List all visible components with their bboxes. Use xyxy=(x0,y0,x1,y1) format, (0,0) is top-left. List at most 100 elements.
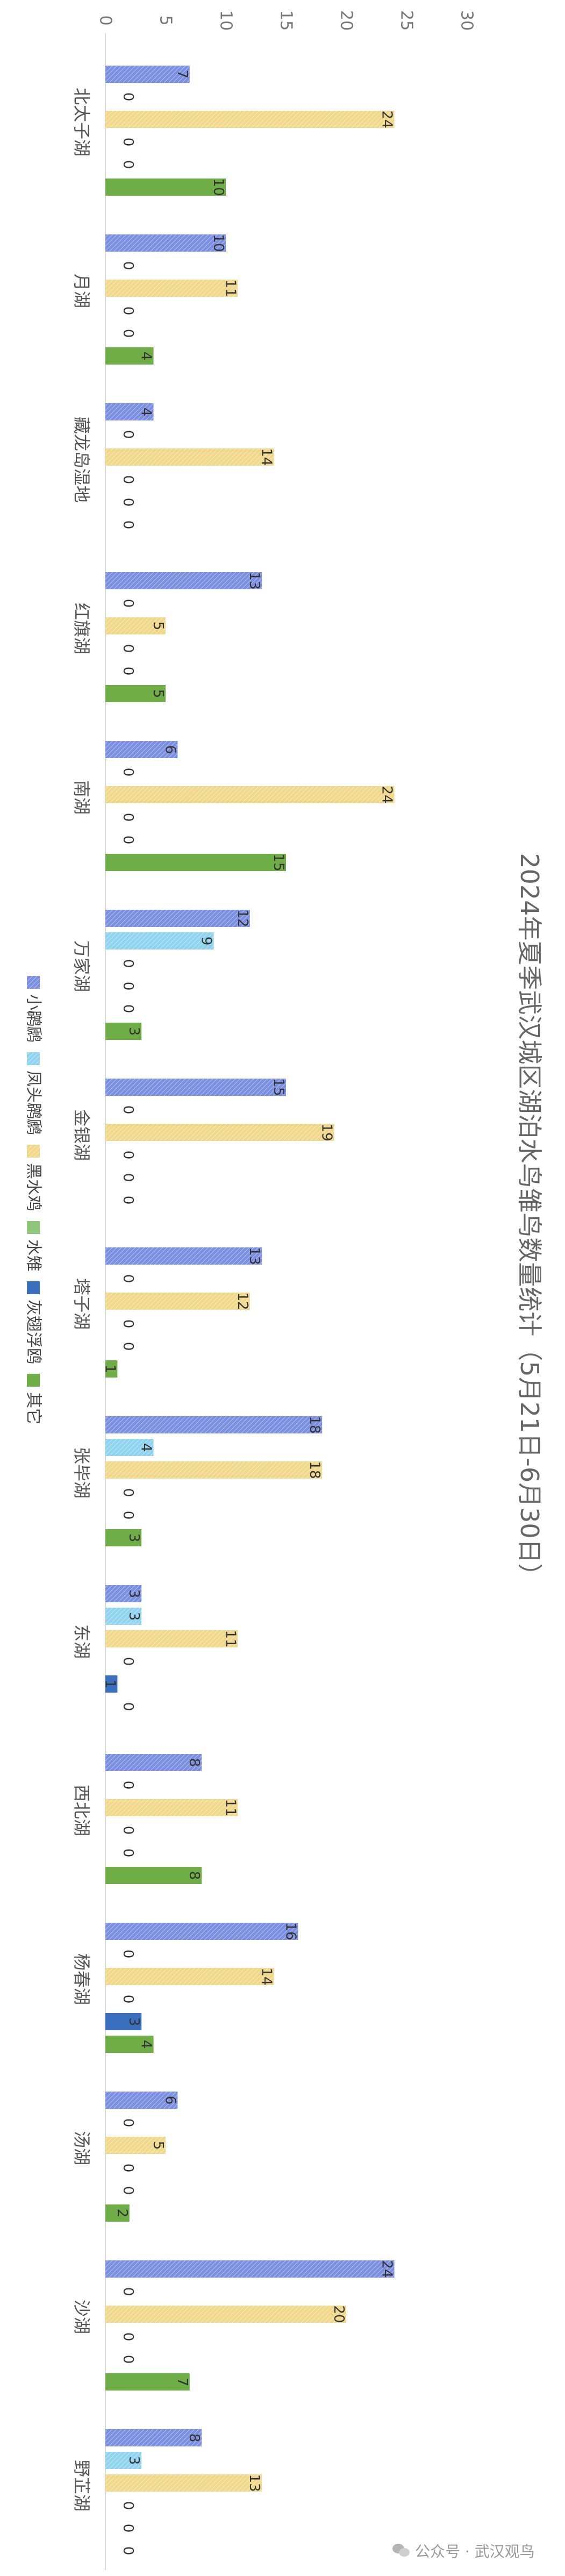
watermark-text: 公众号 · 武汉观鸟 xyxy=(415,2543,535,2560)
data-label: 15 xyxy=(270,853,287,871)
bar-黑水鸡 xyxy=(105,280,238,297)
data-label: 0 xyxy=(120,138,136,147)
data-label: 5 xyxy=(150,2141,166,2150)
bar-小䴙䴘 xyxy=(105,1923,298,1940)
bar-其它 xyxy=(105,1360,118,1378)
data-label: 8 xyxy=(186,2434,202,2443)
bar-小䴙䴘 xyxy=(105,2092,178,2109)
data-label: 0 xyxy=(120,2287,136,2296)
value-tick-label: 20 xyxy=(337,10,356,31)
category-label: 野芷湖 xyxy=(71,2460,92,2511)
data-label: 0 xyxy=(120,1342,136,1351)
bar-其它 xyxy=(105,854,286,871)
data-label: 10 xyxy=(210,234,226,252)
bar-凤头䴙䴘 xyxy=(105,2452,142,2469)
data-label: 0 xyxy=(120,1488,136,1497)
data-label: 3 xyxy=(126,1027,142,1036)
data-label: 0 xyxy=(120,1950,136,1959)
bar-黑水鸡 xyxy=(105,786,395,803)
data-label: 0 xyxy=(120,1849,136,1858)
bar-黑水鸡 xyxy=(105,111,395,128)
data-label: 0 xyxy=(120,959,136,968)
legend-swatch xyxy=(27,1052,40,1065)
data-label: 0 xyxy=(120,2524,136,2533)
bar-小䴙䴘 xyxy=(105,1754,202,1771)
category-label: 东湖 xyxy=(71,1624,92,1659)
bar-其它 xyxy=(105,2373,190,2391)
data-label: 0 xyxy=(120,430,136,439)
bar-其它 xyxy=(105,179,226,196)
bar-黑水鸡 xyxy=(105,2474,262,2492)
data-label: 13 xyxy=(246,572,262,589)
data-label: 0 xyxy=(120,768,136,777)
data-label: 5 xyxy=(150,689,166,698)
legend-label: 水雉 xyxy=(24,1239,43,1272)
data-label: 0 xyxy=(120,1511,136,1520)
bar-其它 xyxy=(105,347,154,365)
bar-黑水鸡 xyxy=(105,1124,334,1141)
data-label: 0 xyxy=(120,498,136,507)
data-label: 6 xyxy=(162,745,178,754)
data-label: 5 xyxy=(150,622,166,631)
data-label: 24 xyxy=(379,110,395,128)
category-label: 藏龙岛湿地 xyxy=(71,417,92,503)
data-label: 1 xyxy=(102,1680,118,1689)
data-label: 0 xyxy=(120,160,136,169)
data-label: 12 xyxy=(234,909,251,927)
data-label: 0 xyxy=(120,1781,136,1790)
data-label: 16 xyxy=(282,1922,298,1940)
data-label: 0 xyxy=(120,1274,136,1283)
data-label: 0 xyxy=(120,813,136,822)
category-label: 沙湖 xyxy=(71,2300,92,2334)
data-label: 0 xyxy=(120,1702,136,1711)
data-label: 3 xyxy=(126,1589,142,1599)
bar-小䴙䴘 xyxy=(105,1416,323,1433)
bar-小䴙䴘 xyxy=(105,1079,286,1096)
data-label: 3 xyxy=(126,1612,142,1621)
bar-灰翅浮鸥 xyxy=(105,2013,142,2030)
data-label: 0 xyxy=(120,1151,136,1160)
data-label: 0 xyxy=(120,599,136,608)
data-label: 0 xyxy=(120,644,136,653)
bar-小䴙䴘 xyxy=(105,1247,262,1265)
data-label: 15 xyxy=(270,1078,287,1096)
data-label: 0 xyxy=(120,2501,136,2510)
value-tick-label: 30 xyxy=(457,10,476,31)
legend-swatch xyxy=(27,1145,40,1158)
bar-小䴙䴘 xyxy=(105,910,250,927)
data-label: 2 xyxy=(114,2209,130,2218)
data-label: 7 xyxy=(174,2378,190,2387)
data-label: 0 xyxy=(120,329,136,338)
data-label: 3 xyxy=(126,2017,142,2026)
data-label: 20 xyxy=(331,2305,347,2323)
data-label: 4 xyxy=(138,1443,154,1452)
bar-黑水鸡 xyxy=(105,2306,346,2323)
data-label: 0 xyxy=(120,2546,136,2556)
data-label: 0 xyxy=(120,982,136,991)
category-label: 南湖 xyxy=(71,780,92,815)
data-label: 0 xyxy=(120,2332,136,2342)
legend-swatch xyxy=(27,1281,40,1294)
data-label: 8 xyxy=(186,1758,202,1767)
legend-swatch xyxy=(27,976,40,989)
bar-黑水鸡 xyxy=(105,2137,166,2154)
data-label: 0 xyxy=(120,1105,136,1115)
wechat-icon xyxy=(392,2544,411,2558)
data-label: 0 xyxy=(120,2164,136,2173)
value-tick-label: 10 xyxy=(217,10,235,31)
value-tick-label: 25 xyxy=(397,10,416,31)
data-label: 0 xyxy=(120,520,136,530)
data-label: 0 xyxy=(120,92,136,102)
category-label: 汤湖 xyxy=(71,2131,92,2165)
bar-凤头䴙䴘 xyxy=(105,932,214,950)
category-label: 红旗湖 xyxy=(71,603,92,654)
category-label: 北太子湖 xyxy=(71,88,92,156)
bar-小䴙䴘 xyxy=(105,1585,142,1602)
data-label: 0 xyxy=(120,475,136,484)
data-label: 1 xyxy=(102,1365,118,1374)
bar-黑水鸡 xyxy=(105,1799,238,1816)
data-label: 0 xyxy=(120,1995,136,2004)
data-label: 0 xyxy=(120,836,136,845)
